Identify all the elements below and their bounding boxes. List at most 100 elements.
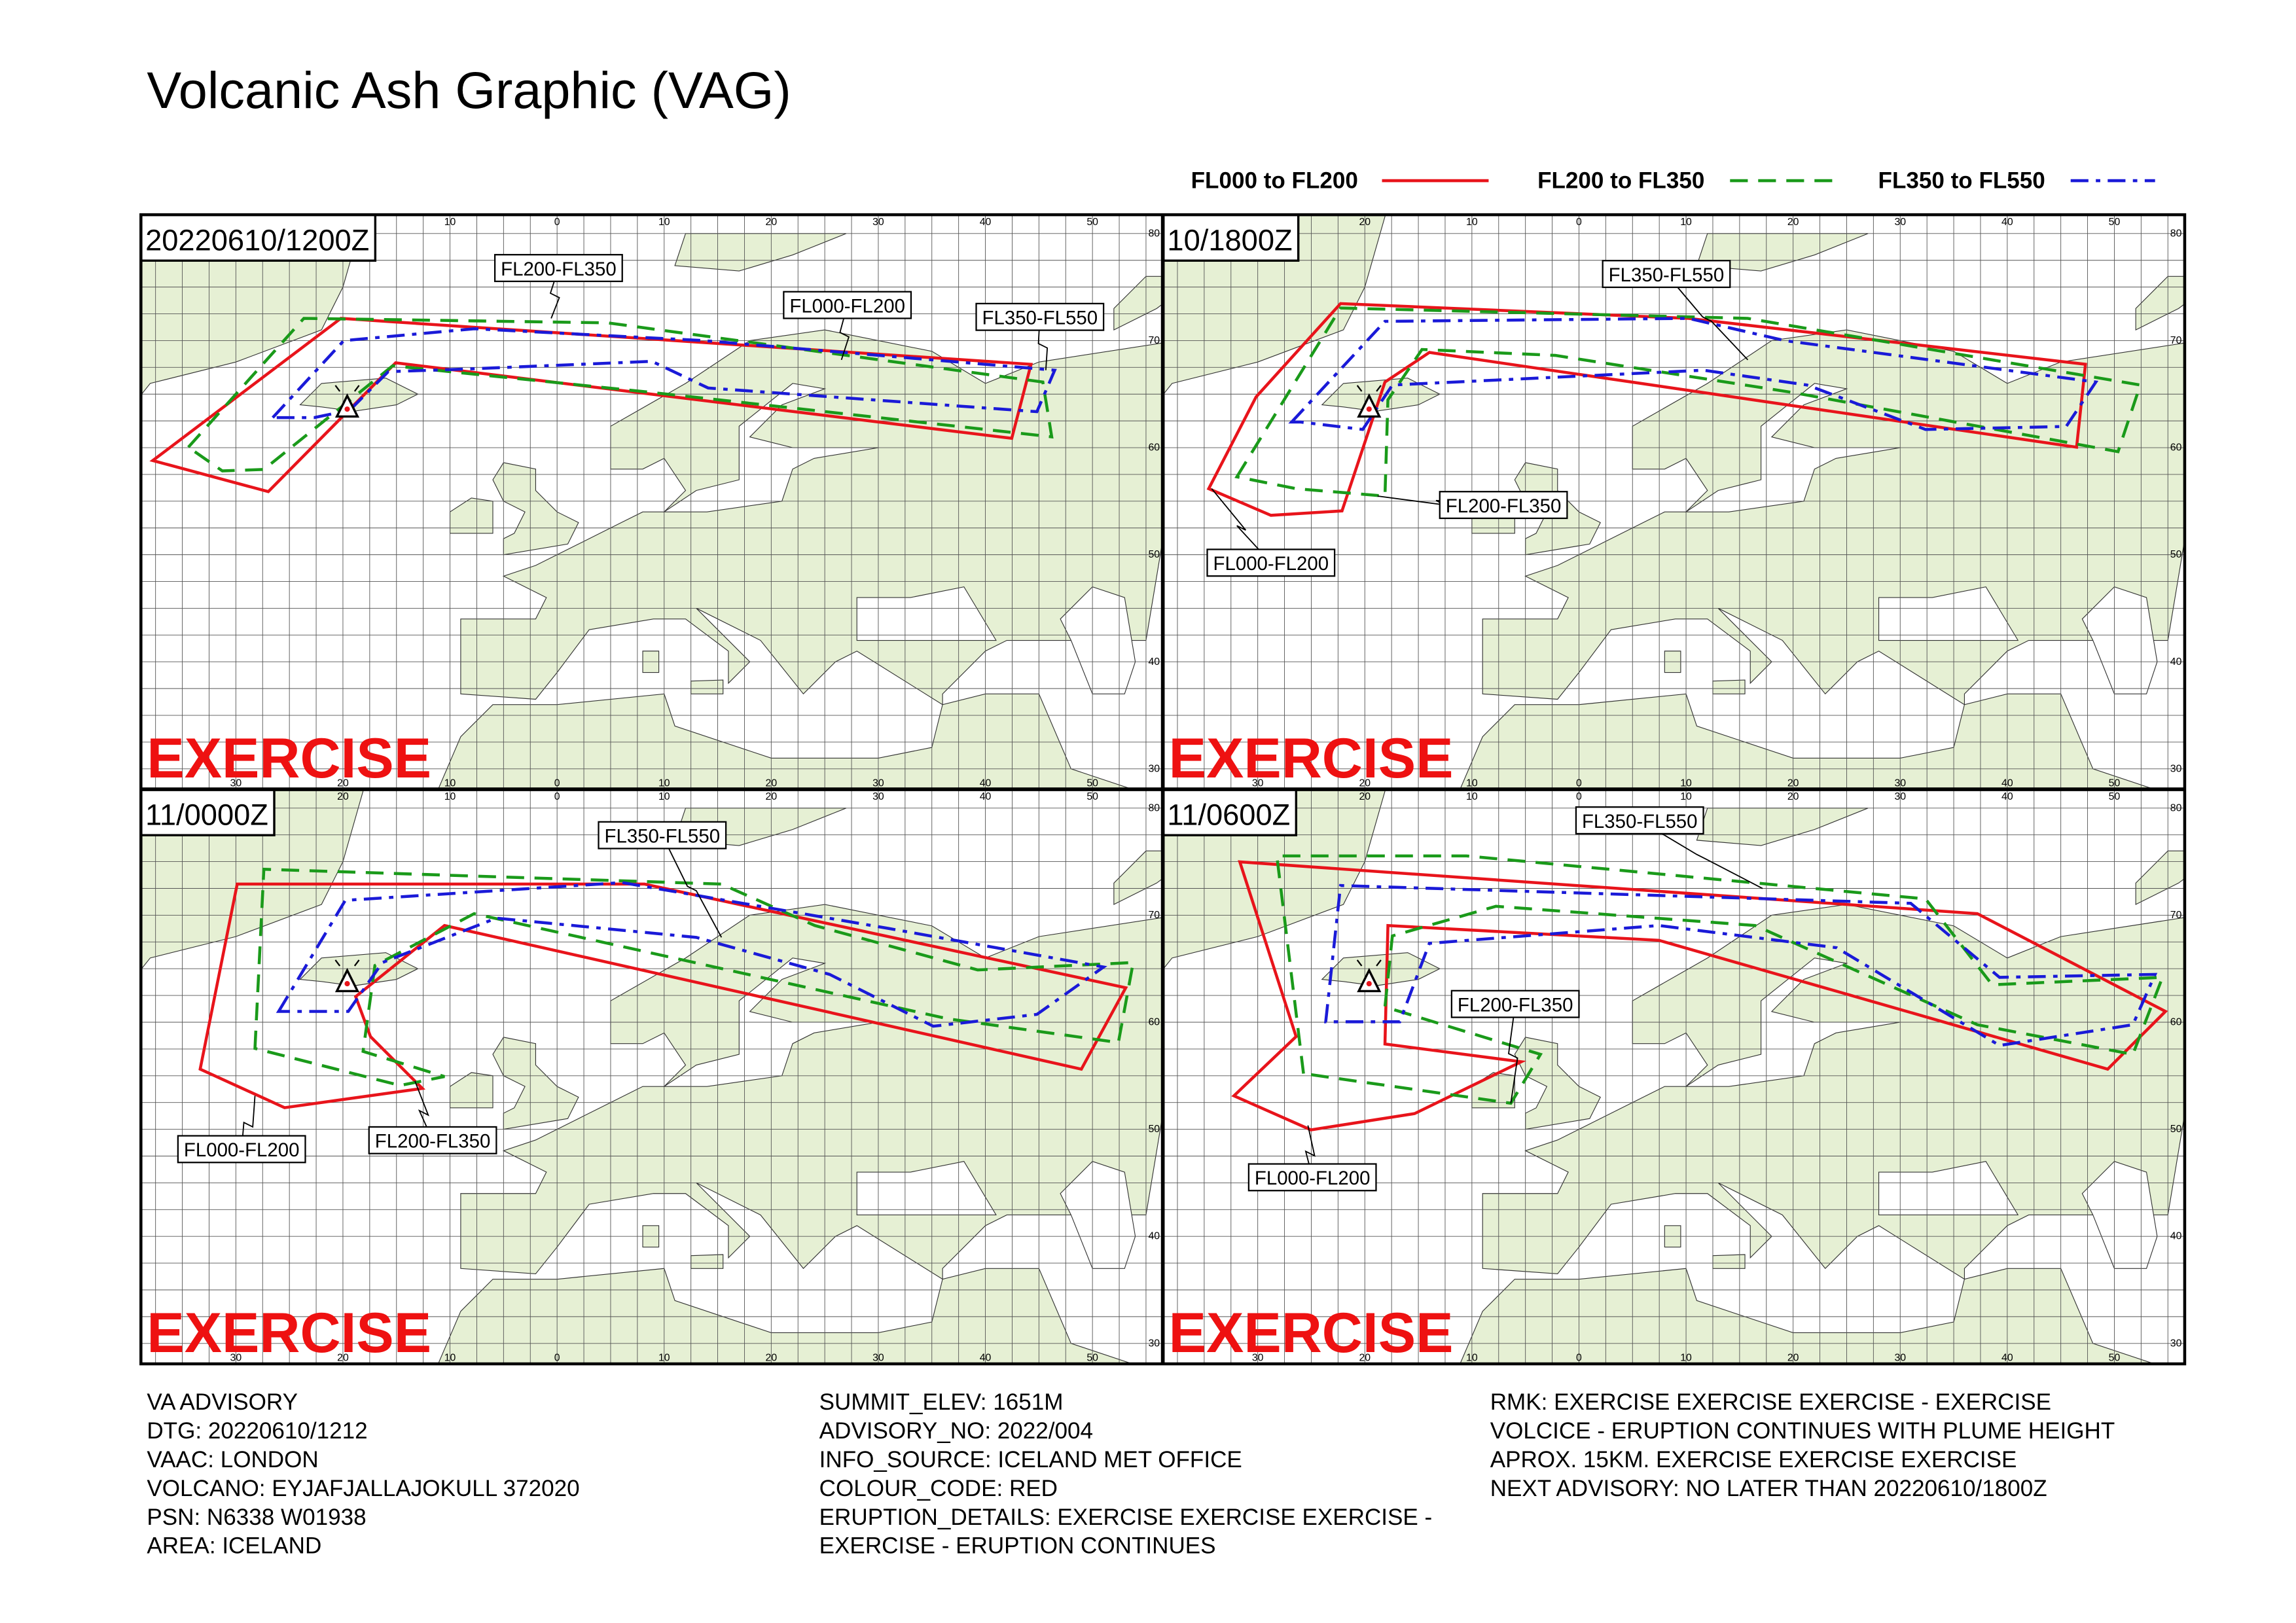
lat-label: 60	[1148, 442, 1160, 454]
valid-time: 11/0600Z	[1167, 798, 1290, 831]
annotation-box	[1247, 1163, 1377, 1192]
annotation-box	[493, 254, 623, 283]
annotation: FL350-FL550	[605, 826, 721, 847]
ash-area	[276, 881, 1107, 1028]
lon-label: 20	[337, 791, 349, 802]
land	[691, 1254, 724, 1269]
volcano-plume	[1356, 959, 1363, 967]
lat-label: 60	[2170, 442, 2182, 454]
lon-label: 50	[1086, 1352, 1098, 1363]
advisory-line: EXERCISE - ERUPTION CONTINUES	[819, 1533, 1216, 1559]
volcano-icon	[1357, 393, 1382, 418]
water	[1060, 1161, 1136, 1269]
annotation: FL000-FL200	[1213, 553, 1329, 575]
annotation-box	[1206, 548, 1336, 577]
lon-label: 30	[1894, 778, 1906, 789]
lat-label: 50	[2170, 549, 2182, 560]
lon-label: 10	[1466, 791, 1478, 802]
valid-time-box	[141, 215, 377, 262]
annotation-box	[368, 1126, 497, 1154]
leader-line	[1508, 1004, 1518, 1103]
volcano-plume	[334, 959, 341, 967]
lon-label: 10	[1680, 778, 1692, 789]
lat-label: 70	[2170, 335, 2182, 346]
lon-label: 10	[444, 791, 456, 802]
volcano-plume	[1356, 385, 1363, 392]
advisory-line: COLOUR_CODE: RED	[819, 1476, 1058, 1501]
legend-label: FL200 to FL350	[1537, 168, 1704, 193]
lat-label: 60	[2170, 1017, 2182, 1028]
lon-label: 20	[766, 1352, 778, 1363]
ash-area	[1231, 860, 2168, 1132]
lon-label: 0	[1576, 1352, 1582, 1363]
advisory-line: PSN: N6338 W01938	[147, 1505, 366, 1530]
ash-area	[253, 867, 1136, 1087]
valid-time: 11/0000Z	[145, 798, 268, 831]
land	[299, 378, 419, 412]
annotation: FL350-FL550	[982, 308, 1098, 329]
volcano-plume	[334, 385, 341, 392]
lon-label: 50	[1086, 791, 1098, 802]
lon-label: 20	[1359, 217, 1371, 228]
lat-label: 40	[1148, 1231, 1160, 1242]
lon-label: 0	[1576, 217, 1582, 228]
lon-label: 20	[337, 1352, 349, 1363]
water	[2081, 1161, 2158, 1269]
advisory-line: SUMMIT_ELEV: 1651M	[819, 1389, 1064, 1415]
lon-label: 20	[1359, 1352, 1371, 1363]
annotation: FL350-FL550	[1609, 264, 1725, 286]
legend-label: FL350 to FL550	[1878, 168, 2045, 193]
lon-label: 10	[1466, 1352, 1478, 1363]
land	[299, 952, 419, 986]
leader-line	[1639, 819, 1763, 889]
lon-label: 50	[2109, 778, 2121, 789]
lon-label: 40	[980, 1352, 992, 1363]
land	[1712, 679, 1746, 694]
advisory-line: VOLCANO: EYJAFJALLAJOKULL 372020	[147, 1476, 579, 1501]
valid-time-box	[141, 789, 276, 836]
lon-label: 0	[554, 1352, 560, 1363]
advisory-line: NEXT ADVISORY: NO LATER THAN 20220610/18…	[1490, 1476, 2047, 1501]
lat-label: 80	[1148, 228, 1160, 239]
volcano-plume	[1376, 959, 1382, 967]
volcano-icon	[1357, 967, 1382, 993]
annotation: FL200-FL350	[1446, 495, 1562, 517]
lon-label: 10	[1680, 217, 1692, 228]
exercise-watermark: EXERCISE	[147, 1302, 431, 1364]
lon-label: 10	[658, 791, 670, 802]
lat-label: 70	[1148, 335, 1160, 346]
lat-label: 50	[1148, 1124, 1160, 1135]
lon-label: 40	[980, 778, 992, 789]
lon-label: 10	[444, 1352, 456, 1363]
ash-area	[1288, 317, 2099, 431]
volcano-vent	[1366, 981, 1372, 987]
lon-label: 10	[658, 778, 670, 789]
lon-label: 50	[1086, 778, 1098, 789]
land	[1482, 904, 2185, 1280]
valid-time-box	[1162, 215, 1300, 262]
lat-label: 80	[2170, 802, 2182, 813]
lon-label: 20	[1787, 791, 1799, 802]
leader-line	[1666, 274, 1749, 361]
land	[1113, 276, 1163, 330]
leader-line	[414, 1080, 433, 1141]
lon-label: 30	[1252, 778, 1264, 789]
lon-label: 10	[658, 1352, 670, 1363]
advisory-line: ERUPTION_DETAILS: EXERCISE EXERCISE EXER…	[819, 1505, 1433, 1530]
lon-label: 0	[554, 778, 560, 789]
lat-label: 50	[2170, 1124, 2182, 1135]
map-panel: 20 10 0 10 20 30 40 50 30 20 10 0 10 20 30 40 50 80 70 60 50…	[1162, 789, 2185, 1364]
land	[2135, 276, 2185, 330]
lon-label: 20	[1359, 778, 1371, 789]
valid-time: 20220610/1200Z	[145, 223, 369, 257]
lat-label: 60	[1148, 1017, 1160, 1028]
land	[2135, 850, 2185, 905]
lon-label: 40	[2001, 217, 2013, 228]
lon-label: 30	[872, 778, 884, 789]
lat-label: 40	[1148, 656, 1160, 668]
lon-label: 40	[2001, 791, 2013, 802]
lon-label: 50	[2109, 791, 2121, 802]
annotation: FL200-FL350	[1458, 994, 1573, 1016]
lon-label: 30	[230, 1352, 242, 1363]
lon-label: 30	[1894, 791, 1906, 802]
